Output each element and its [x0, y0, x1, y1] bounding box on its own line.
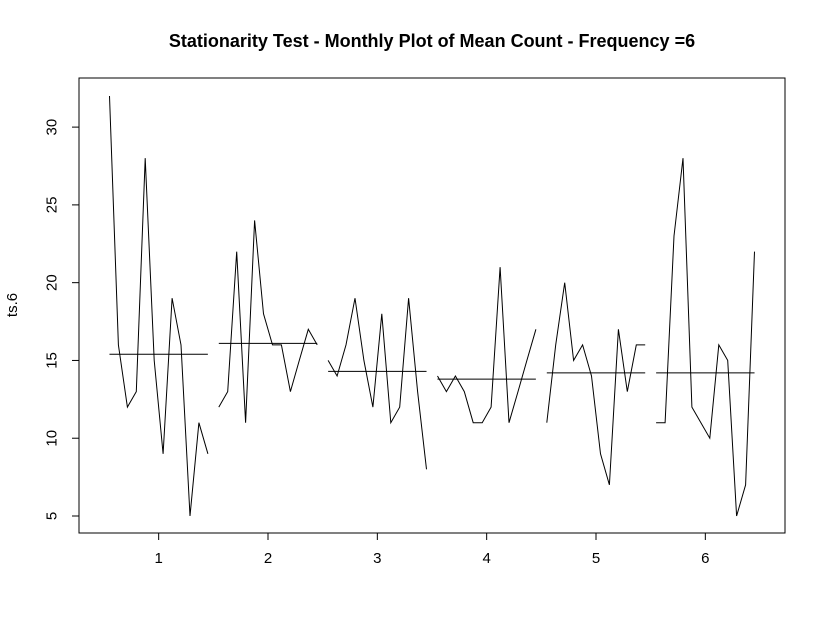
- chart-title: Stationarity Test - Monthly Plot of Mean…: [169, 31, 695, 51]
- series-line-1: [109, 95, 209, 517]
- x-tick-label: 2: [264, 550, 272, 567]
- series-line-2: [218, 220, 318, 423]
- series-line-5: [546, 282, 646, 486]
- series-line-3: [327, 298, 427, 470]
- x-tick-label: 6: [701, 550, 709, 567]
- y-tick-label: 25: [43, 197, 60, 214]
- y-axis-label: ts.6: [4, 293, 21, 317]
- x-tick-label: 4: [482, 550, 490, 567]
- y-tick-label: 20: [43, 274, 60, 291]
- y-tick-label: 5: [43, 512, 60, 520]
- x-tick-label: 5: [592, 550, 600, 567]
- series-line-4: [437, 267, 537, 424]
- x-tick-label: 3: [373, 550, 381, 567]
- plot-frame: [78, 77, 786, 534]
- y-tick-label: 10: [43, 430, 60, 447]
- y-tick-label: 30: [43, 119, 60, 136]
- x-tick-label: 1: [154, 550, 162, 567]
- series-line-6: [656, 158, 755, 517]
- y-tick-label: 15: [43, 352, 60, 369]
- plot-marks: 5 10 15 20 25 30 1 2 3 4 5 6: [43, 95, 755, 567]
